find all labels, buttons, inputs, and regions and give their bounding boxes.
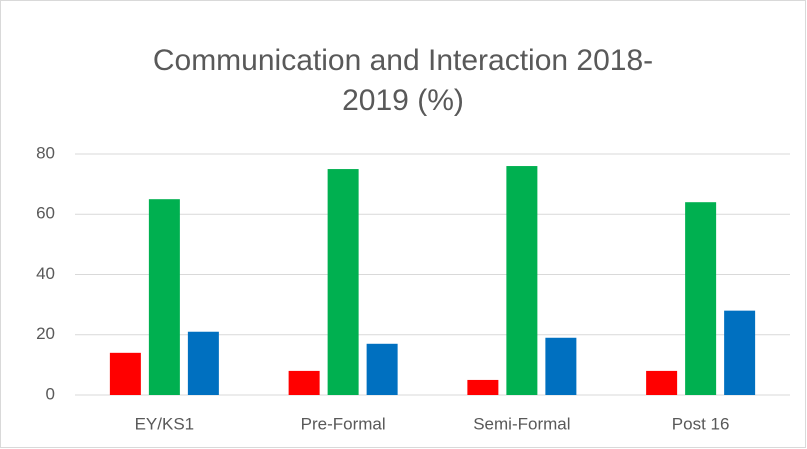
bar [467,379,499,395]
y-tick-label: 60 [36,204,55,223]
bar [327,169,359,395]
x-tick-label: EY/KS1 [135,414,195,433]
bar [685,202,717,395]
bar [724,310,756,395]
y-tick-label: 20 [36,324,55,343]
x-tick-label: Pre-Formal [301,414,386,433]
bar [506,166,538,395]
x-tick-label: Semi-Formal [473,414,570,433]
bar [366,343,398,395]
bar [109,352,141,395]
chart-title: Communication and Interaction 2018-2019 … [153,44,653,117]
y-tick-label: 0 [46,384,55,403]
bar [646,370,678,395]
y-tick-label: 40 [36,264,55,283]
bar [187,331,219,395]
bar [288,370,320,395]
y-tick-label: 80 [36,143,55,162]
bar [148,199,180,395]
bar [545,337,577,395]
x-tick-label: Post 16 [672,414,730,433]
